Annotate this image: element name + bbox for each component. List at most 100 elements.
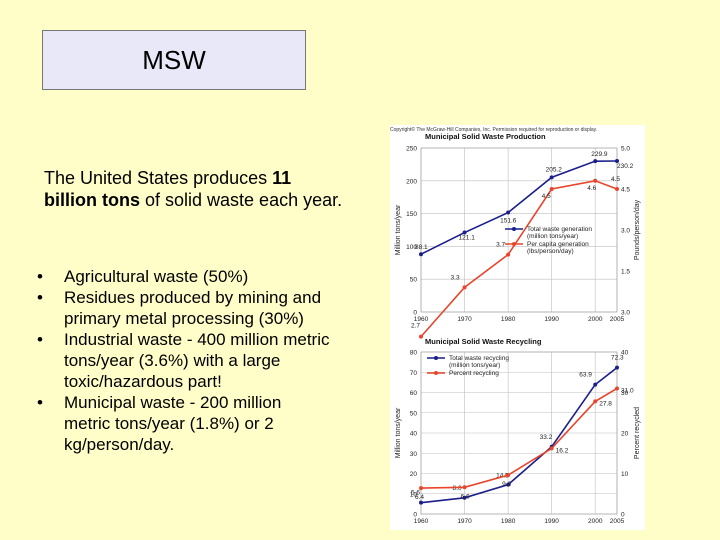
y-tick-label: 50	[410, 277, 418, 284]
total-data-point	[593, 159, 598, 164]
data-label: 5.6	[411, 490, 420, 497]
data-label: 72.3	[611, 355, 624, 362]
x-tick-label: 1990	[544, 518, 559, 525]
total-data-point	[506, 210, 511, 215]
legend-label: Percent recycling	[449, 370, 499, 377]
data-label: 33.2	[540, 434, 553, 441]
secondary-series-line	[420, 387, 618, 489]
data-label: 151.6	[500, 218, 517, 225]
legend-label-sub: (million tons/year)	[449, 362, 500, 369]
secondary-data-point	[549, 446, 554, 451]
y-tick-label: 10	[410, 491, 418, 498]
y-axis-label: Million tons/year	[395, 407, 402, 458]
y-tick-label: 0	[413, 310, 417, 317]
data-label: 230.2	[617, 163, 634, 170]
secondary-data-point	[419, 334, 423, 339]
secondary-series-line	[420, 179, 618, 338]
data-label: 4.5	[542, 193, 551, 200]
data-label: 3.7	[496, 242, 505, 249]
intro-paragraph: The United States produces 11 billion to…	[44, 167, 344, 211]
data-label: 31.0	[621, 387, 634, 394]
x-tick-label: 1960	[414, 316, 429, 323]
secondary-data-point	[615, 187, 619, 191]
y-tick-label: 50	[410, 410, 418, 417]
secondary-data-point	[506, 252, 511, 257]
secondary-data-point	[615, 386, 619, 391]
intro-emphasis: 11 billion tons	[44, 168, 292, 210]
total-series-line	[420, 160, 618, 255]
secondary-data-point	[593, 178, 598, 183]
plot-frame	[420, 351, 618, 515]
chart-title: Municipal Solid Waste Recycling	[425, 337, 542, 346]
data-label: 229.9	[591, 151, 608, 158]
slide-title: MSW	[142, 44, 206, 75]
x-tick-label: 1980	[501, 518, 516, 525]
chart-title: Municipal Solid Waste Production	[425, 132, 546, 141]
slide-title-box: MSW	[42, 30, 306, 90]
bullet-dot-icon: •	[37, 267, 43, 286]
data-label: 2.7	[411, 323, 420, 330]
copyright-text: Copyright© The McGraw-Hill Companies, In…	[390, 126, 597, 133]
secondary-data-point	[419, 486, 423, 491]
bullet-item: • Municipal waste - 200 million metric to…	[30, 392, 330, 455]
data-label: 6.4	[415, 494, 424, 501]
total-data-point	[462, 230, 467, 235]
y-tick-label: 40	[410, 431, 418, 438]
bullet-dot-icon: •	[37, 330, 43, 349]
y2-tick-label: 4.5	[621, 187, 630, 194]
data-label: 63.9	[579, 372, 592, 379]
x-tick-label: 1990	[544, 316, 559, 323]
data-label: 8.0	[453, 485, 462, 492]
total-data-point	[419, 252, 423, 257]
legend-label-sub: (lbs/person/day)	[527, 248, 574, 255]
bullet-list: • Agricultural waste (50%) • Residues prod…	[30, 266, 330, 455]
y2-tick-label: 3.0	[621, 228, 630, 235]
bullet-text: Municipal waste - 200 million metric ton…	[64, 393, 282, 454]
bullet-dot-icon: •	[37, 288, 43, 307]
y-tick-label: 150	[406, 211, 417, 218]
y2-tick-label: 20	[621, 431, 629, 438]
y-tick-label: 20	[410, 471, 418, 478]
msw-figure: Copyright© The McGraw-Hill Companies, In…	[390, 125, 645, 530]
bullet-item: • Industrial waste - 400 million metric t…	[30, 329, 330, 392]
legend-swatch-dot	[512, 242, 516, 246]
y-tick-label: 200	[406, 178, 417, 185]
total-data-point	[593, 382, 598, 387]
total-series-line	[420, 366, 618, 504]
x-tick-label: 1980	[501, 316, 516, 323]
data-label: 88.1	[415, 244, 428, 251]
data-label: 6.6	[461, 493, 470, 500]
intro-text-end: of solid waste each year.	[140, 190, 343, 210]
x-tick-label: 2005	[610, 518, 625, 525]
y2-tick-label: 10	[621, 471, 629, 478]
x-tick-label: 2000	[588, 316, 603, 323]
secondary-data-point	[506, 473, 511, 478]
data-label: 205.2	[546, 166, 563, 173]
secondary-data-point	[593, 399, 598, 404]
data-label: 121.1	[459, 235, 476, 242]
y-tick-label: 100	[406, 244, 417, 251]
y2-tick-label: 3.0	[621, 310, 630, 317]
total-data-point	[506, 482, 511, 487]
data-label: 27.8	[599, 400, 612, 407]
legend-label: Per capita generation	[527, 241, 589, 248]
x-tick-label: 1970	[457, 518, 472, 525]
intro-text-start: The United States produces	[44, 168, 273, 188]
total-data-point	[419, 500, 423, 505]
y2-tick-label: 5.0	[621, 146, 630, 153]
legend-label: Total waste recycling	[449, 355, 509, 362]
bullet-text: Residues produced by mining and primary …	[64, 288, 322, 328]
y-tick-label: 0	[413, 512, 417, 519]
data-label: 4.5	[611, 176, 620, 183]
data-label: 9.6	[502, 481, 511, 488]
total-data-point	[615, 365, 619, 370]
y2-tick-label: 40	[621, 350, 629, 357]
data-label: 4.6	[587, 185, 596, 192]
secondary-data-point	[462, 285, 467, 290]
bullet-text: Industrial waste - 400 million metric to…	[64, 330, 330, 391]
bullet-text: Agricultural waste (50%)	[64, 267, 249, 286]
y2-axis-label: Pounds/person/day	[634, 199, 641, 260]
legend-swatch-dot	[512, 227, 516, 231]
total-data-point	[549, 175, 554, 180]
secondary-data-point	[462, 485, 467, 490]
